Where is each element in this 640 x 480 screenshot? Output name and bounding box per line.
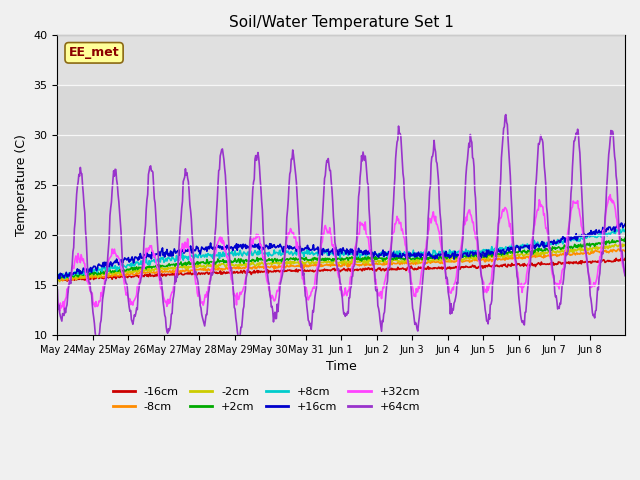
+16cm <box>56 276 63 282</box>
-8cm <box>225 264 233 270</box>
+16cm <box>54 275 61 281</box>
+16cm <box>253 242 261 248</box>
-8cm <box>433 259 440 265</box>
+8cm <box>275 252 282 258</box>
+16cm <box>621 221 629 227</box>
+32cm <box>225 266 233 272</box>
Title: Soil/Water Temperature Set 1: Soil/Water Temperature Set 1 <box>228 15 454 30</box>
-2cm <box>121 268 129 274</box>
-2cm <box>253 261 261 266</box>
+2cm <box>253 255 261 261</box>
-2cm <box>433 257 440 263</box>
+64cm <box>275 299 282 305</box>
-2cm <box>401 258 408 264</box>
-8cm <box>253 264 261 270</box>
+16cm <box>618 220 625 226</box>
+16cm <box>121 255 129 261</box>
+32cm <box>606 192 614 198</box>
-16cm <box>433 265 440 271</box>
+2cm <box>121 268 129 274</box>
-2cm <box>275 260 282 266</box>
+8cm <box>225 250 233 255</box>
+8cm <box>54 274 61 279</box>
+8cm <box>401 249 408 255</box>
+8cm <box>621 228 629 233</box>
+64cm <box>433 158 440 164</box>
-8cm <box>614 246 622 252</box>
+2cm <box>54 273 61 279</box>
-16cm <box>621 256 629 262</box>
-8cm <box>401 261 408 266</box>
Line: +8cm: +8cm <box>58 228 625 278</box>
-8cm <box>621 248 629 254</box>
+64cm <box>253 154 261 159</box>
X-axis label: Time: Time <box>326 360 356 373</box>
+32cm <box>121 283 129 289</box>
Line: -8cm: -8cm <box>58 249 625 281</box>
Text: EE_met: EE_met <box>68 46 120 60</box>
Line: -16cm: -16cm <box>58 258 625 281</box>
-8cm <box>59 278 67 284</box>
+16cm <box>225 247 233 252</box>
+64cm <box>54 287 61 293</box>
+2cm <box>225 257 233 263</box>
+64cm <box>502 112 509 118</box>
+32cm <box>56 308 63 314</box>
-16cm <box>225 270 233 276</box>
-16cm <box>54 276 61 282</box>
+64cm <box>93 342 100 348</box>
+2cm <box>56 275 63 281</box>
Line: +2cm: +2cm <box>58 238 625 278</box>
Line: +64cm: +64cm <box>58 115 625 345</box>
-16cm <box>63 278 71 284</box>
+64cm <box>401 195 408 201</box>
Y-axis label: Temperature (C): Temperature (C) <box>15 134 28 236</box>
+2cm <box>621 235 629 241</box>
+2cm <box>401 257 408 263</box>
+64cm <box>621 273 629 278</box>
-2cm <box>225 262 233 268</box>
-16cm <box>275 268 282 274</box>
+32cm <box>433 221 440 227</box>
+8cm <box>61 276 68 281</box>
+16cm <box>401 253 408 259</box>
-16cm <box>618 255 625 261</box>
+8cm <box>433 251 440 256</box>
+32cm <box>401 236 408 241</box>
-16cm <box>121 273 129 279</box>
-2cm <box>621 242 629 248</box>
+16cm <box>275 244 282 250</box>
+32cm <box>275 287 282 293</box>
+32cm <box>253 235 261 240</box>
-8cm <box>275 263 282 269</box>
+8cm <box>253 252 261 258</box>
-8cm <box>121 271 129 277</box>
-2cm <box>56 279 63 285</box>
+32cm <box>621 272 629 277</box>
-16cm <box>253 268 261 274</box>
Line: -2cm: -2cm <box>58 244 625 282</box>
Line: +16cm: +16cm <box>58 223 625 279</box>
+8cm <box>619 226 627 231</box>
+16cm <box>433 253 440 259</box>
-8cm <box>54 277 61 283</box>
+2cm <box>433 254 440 260</box>
-2cm <box>617 241 625 247</box>
+64cm <box>121 274 129 279</box>
Line: +32cm: +32cm <box>58 195 625 311</box>
-2cm <box>54 276 61 281</box>
Bar <box>58 85 625 285</box>
-16cm <box>401 266 408 272</box>
Legend: -16cm, -8cm, -2cm, +2cm, +8cm, +16cm, +32cm, +64cm: -16cm, -8cm, -2cm, +2cm, +8cm, +16cm, +3… <box>108 383 424 417</box>
+8cm <box>121 264 129 269</box>
+64cm <box>225 243 233 249</box>
+32cm <box>54 298 61 303</box>
+2cm <box>275 258 282 264</box>
